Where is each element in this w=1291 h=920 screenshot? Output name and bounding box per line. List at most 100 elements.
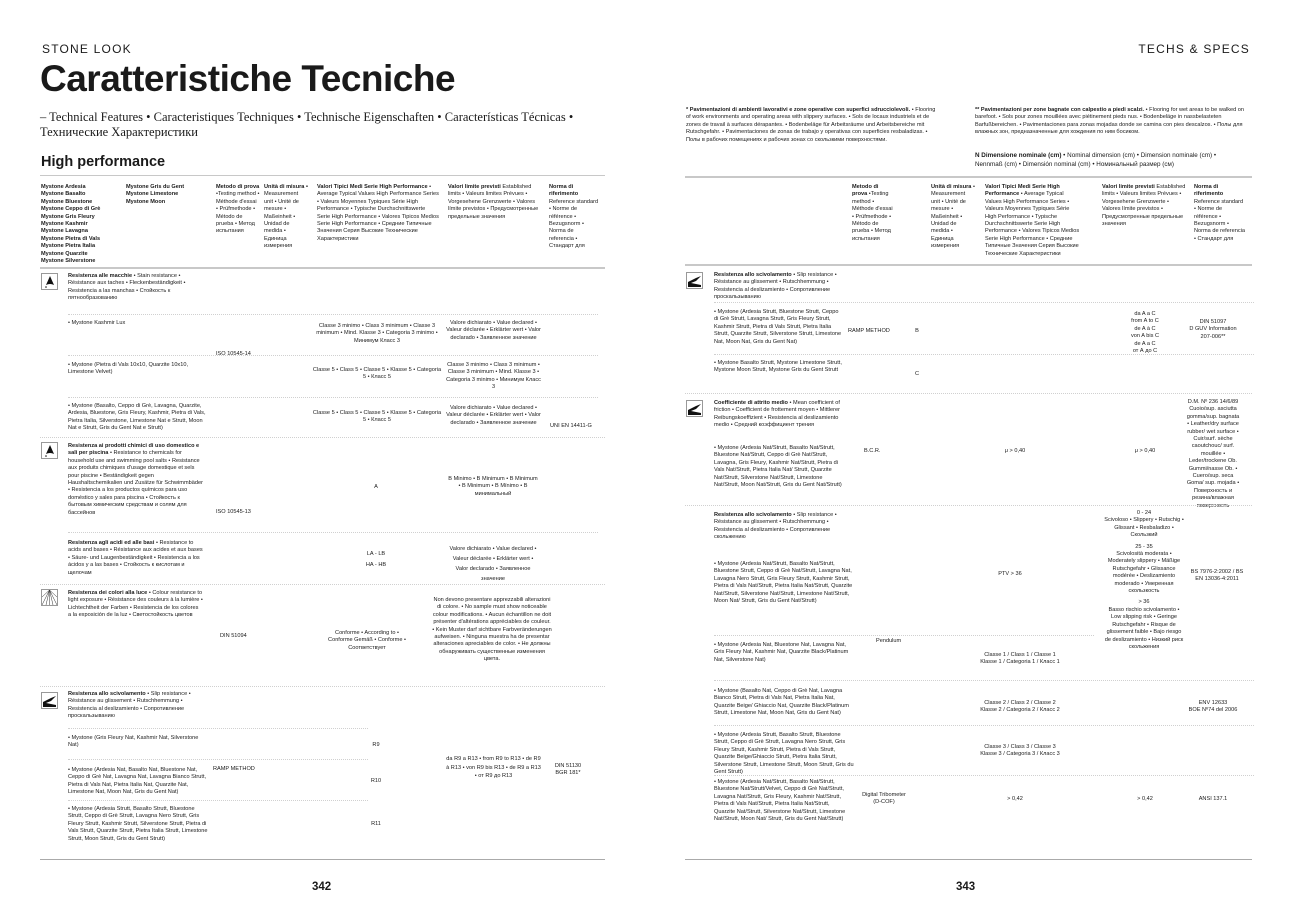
slipA-title: Resistenza allo scivolamento • Slip resi… bbox=[714, 272, 854, 302]
chemical-value: A bbox=[374, 484, 378, 490]
table-row: • Mystone (Ardesia Nat/Strutt, Basalto N… bbox=[714, 779, 846, 823]
table-row: • Mystone (Basalto Nat, Ceppo di Grè Nat… bbox=[714, 688, 849, 717]
section-kicker: TECHS & SPECS bbox=[1138, 42, 1250, 56]
stain-title-bold: Resistenza alle macchie bbox=[68, 273, 133, 279]
table-row: • Mystone Basalto Strutt, Mystone Limest… bbox=[714, 360, 842, 374]
slip-title: Resistenza allo scivolamento • Slip resi… bbox=[68, 691, 203, 721]
friction-value: μ > 0,40 bbox=[1004, 448, 1026, 454]
header-limits-text: Established limits • Valeurs limites Pré… bbox=[448, 184, 539, 220]
stain-value-2: Classe 5 • Class 5 • Classe 5 • Klasse 5… bbox=[312, 367, 442, 381]
acid-limit: Valore dichiarato • Value declared • Val… bbox=[449, 546, 537, 582]
header-values: Valori Tipici Medi Serie High Performanc… bbox=[985, 184, 1080, 258]
stain-drop-icon bbox=[41, 273, 58, 290]
colour-desc: • Colour resistance to light exposure • … bbox=[68, 590, 203, 619]
tribo-norm: ANSI 137.1 bbox=[1198, 796, 1228, 802]
footnote-1-text: • Flooring of work environments and oper… bbox=[686, 107, 936, 143]
table-row: • Mystone (Ardesia Nat/Strutt, Basalto N… bbox=[714, 445, 842, 489]
footnote-2: ** Pavimentazioni per zone bagnate con c… bbox=[975, 107, 1253, 137]
acid-title: Resistenza agli acidi ed alle basi • Res… bbox=[68, 540, 203, 577]
stain-method: ISO 10545-14 bbox=[216, 351, 251, 357]
header-limits-title: Valori limite previsti bbox=[1102, 184, 1155, 190]
friction-norm: D.M. Nº 236 14/6/89 Cuoio/sup. asciutta … bbox=[1186, 399, 1240, 509]
table-row: • Mystone (Pietra di Vals 10x10, Quarzit… bbox=[68, 362, 189, 376]
colour-limit: Non devono presentare apprezzabili alter… bbox=[432, 597, 552, 663]
table-row: • Mystone (Basalto, Ceppo di Grè, Lavagn… bbox=[68, 403, 206, 432]
slipA-method: RAMP METHOD bbox=[848, 328, 890, 334]
slip-value-r10: R10 bbox=[370, 778, 382, 784]
pendulum-limit-1: 0 - 24 Scivoloso • Slippery • Rutschig •… bbox=[1104, 510, 1184, 539]
page-number: 343 bbox=[956, 881, 976, 893]
header-limits-title: Valori limite previsti bbox=[448, 184, 501, 190]
slipA-title-bold: Resistenza allo scivolamento bbox=[714, 272, 792, 278]
header-norm-text: Reference standard • Norme de référence … bbox=[1194, 198, 1245, 242]
slipA-limit: da A a C from A to C de A à C von A bis … bbox=[1131, 311, 1159, 355]
slip-desc: • Slip resistance • Résistance au glisse… bbox=[68, 691, 191, 720]
header-limits: Valori limite previsti Established limit… bbox=[448, 184, 543, 221]
footnote-1-title: * Pavimentazioni di ambienti lavorativi … bbox=[686, 107, 911, 113]
friction-method: B.C.R. bbox=[864, 448, 881, 454]
tribo-method: Digital Tribometer (D-COF) bbox=[862, 792, 906, 806]
table-row: • Mystone Kashmir Lux bbox=[68, 320, 126, 326]
header-values-title: Valori Tipici Medi Serie High Performanc… bbox=[985, 184, 1060, 198]
pendulum-norm: BS 7976-2:2002 / BS EN 13036-4:2011 bbox=[1190, 569, 1244, 583]
table-row: • Mystone (Ardesia Strutt, Basalto Strut… bbox=[714, 732, 854, 776]
dimension-text: • Nominal dimension (cm) • Dimension nom… bbox=[975, 152, 1217, 168]
slip-value-r11: R11 bbox=[371, 821, 381, 827]
stain-value-3: Classe 5 • Class 5 • Classe 5 • Klasse 5… bbox=[312, 410, 442, 424]
friction-limit: μ > 0,40 bbox=[1134, 448, 1156, 454]
slipA-value-c: C bbox=[914, 371, 920, 377]
stain-limit-1: Valore dichiarato • Value declared • Val… bbox=[446, 320, 541, 341]
sun-rays-icon bbox=[41, 589, 58, 606]
friction-title-bold: Coefficiente di attrito medio bbox=[714, 400, 788, 406]
chemical-title-bold: Resistenza ai prodotti chimici di uso do… bbox=[68, 443, 200, 457]
chemical-drop-icon bbox=[41, 442, 58, 459]
pendulum-desc: • Slip resistance • Résistance au glisse… bbox=[714, 512, 837, 541]
page-title: Caratteristiche Tecniche bbox=[40, 58, 456, 99]
slipA-desc: • Slip resistance • Résistance au glisse… bbox=[714, 272, 837, 301]
pendulum-limits: 0 - 24 Scivoloso • Slippery • Rutschig •… bbox=[1104, 510, 1184, 651]
pendulum-method: Pendulum bbox=[876, 638, 902, 644]
footnote-2-title: ** Pavimentazioni per zone bagnate con c… bbox=[975, 107, 1145, 113]
dimension-title: N Dimensione nominale (cm) bbox=[975, 152, 1062, 159]
pendulum-value: PTV > 36 bbox=[998, 571, 1022, 577]
slip-value-r9: R9 bbox=[372, 742, 380, 748]
products-list-1: Mystone Ardesia Mystone Basalto Mystone … bbox=[41, 184, 101, 265]
page-subtitle: – Technical Features • Caracteristiques … bbox=[40, 110, 574, 139]
header-unit-title: Unità di misura bbox=[931, 184, 972, 190]
header-values-title: Valori Tipici Medi Serie High Performanc… bbox=[317, 184, 428, 190]
table-row: • Mystone (Ardesia Strutt, Basalto Strut… bbox=[68, 806, 208, 842]
tribo-limit: > 0,42 bbox=[1137, 796, 1153, 802]
header-norm-title: Norma di riferimento bbox=[549, 184, 579, 198]
slipA-norm: DIN 51097 D GUV Information 207-006** bbox=[1189, 319, 1237, 340]
header-unit-text: • Measurement unit • Unité de mesure • M… bbox=[931, 184, 975, 250]
class-2-value: Classe 2 / Class 2 / Classe 2 Klasse 2 /… bbox=[980, 700, 1060, 714]
stain-limit-3: Valore dichiarato • Value declared • Val… bbox=[446, 405, 541, 426]
header-method-text: •Testing method • Méthode d'essai • Prüf… bbox=[852, 191, 893, 242]
page-number: 342 bbox=[312, 881, 332, 893]
products-list-2: Mystone Gris du Gent Mystone Limestone M… bbox=[126, 184, 185, 205]
header-values-text: • Average Typical Values High Performanc… bbox=[985, 191, 1080, 257]
header-norm-title: Norma di riferimento bbox=[1194, 184, 1224, 198]
dimension-legend: N Dimensione nominale (cm) • Nominal dim… bbox=[975, 152, 1245, 169]
acid-desc: • Resistance to acids and bases • Résist… bbox=[68, 540, 203, 576]
header-norm: Norma di riferimento Reference standard … bbox=[1194, 184, 1246, 243]
class-1-value: Classe 1 / Class 1 / Classe 1 Klasse 1 /… bbox=[980, 652, 1060, 666]
header-unit: Unità di misura • Measurement unit • Uni… bbox=[931, 184, 975, 251]
pendulum-title-bold: Resistenza allo scivolamento bbox=[714, 512, 792, 518]
table-row: • Mystone (Gris Fleury Nat, Kashmir Nat,… bbox=[68, 735, 199, 749]
friction-desc: • Mean coefficient of friction • Coeffic… bbox=[714, 400, 840, 429]
header-method-title: Metodo di prova bbox=[216, 184, 260, 190]
acid-value-2: HA - HB bbox=[365, 562, 387, 568]
chemical-limit: B Minimo • B Minimum • B Minimum • B Min… bbox=[448, 476, 538, 497]
chemical-method: ISO 10545-13 bbox=[216, 509, 251, 515]
header-values-text: • Average Typical Values High Performanc… bbox=[317, 184, 439, 242]
chemical-title: Resistenza ai prodotti chimici di uso do… bbox=[68, 443, 203, 517]
slip-title-bold: Resistenza allo scivolamento bbox=[68, 691, 146, 697]
stain-title: Resistenza alle macchie • Stain resistan… bbox=[68, 273, 203, 303]
header-unit-text: Measurement unit • Unité de mesure • Maß… bbox=[264, 191, 299, 250]
acid-value-1: LA - LB bbox=[366, 551, 386, 557]
slipping-foot-icon bbox=[686, 272, 703, 289]
footnote-1: * Pavimentazioni di ambienti lavorativi … bbox=[686, 107, 936, 144]
pendulum-limit-3: > 36 Basso rischio scivolamento • Low sl… bbox=[1104, 599, 1184, 650]
slipA-value-b: B bbox=[915, 328, 919, 334]
